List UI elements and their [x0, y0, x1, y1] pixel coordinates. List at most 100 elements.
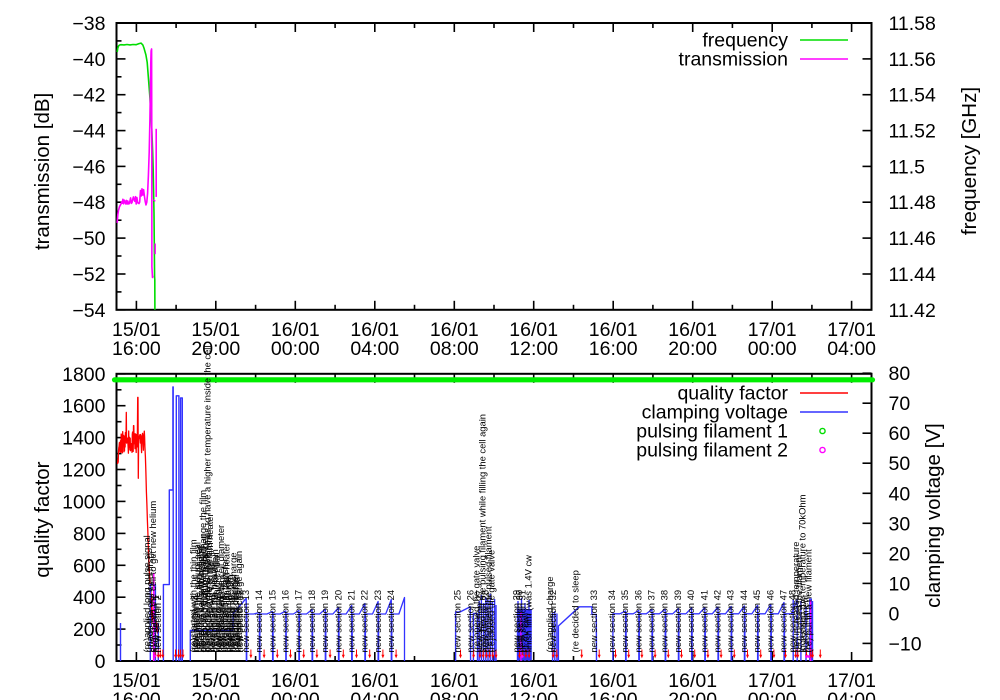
svg-text:16/01: 16/01 — [271, 319, 320, 341]
svg-text:16/01: 16/01 — [668, 319, 717, 341]
svg-text:800: 800 — [73, 523, 106, 545]
svg-text:15/01: 15/01 — [191, 670, 240, 692]
svg-text:new section 11: new section 11 — [232, 591, 243, 653]
svg-text:new section 7: new section 7 — [218, 595, 229, 652]
svg-text:10: 10 — [889, 573, 911, 595]
svg-text:new section 9: new section 9 — [226, 595, 237, 652]
svg-text:11.56: 11.56 — [889, 49, 936, 71]
svg-text:20:00: 20:00 — [191, 338, 240, 360]
svg-text:(1.4V cw): (1.4V cw) — [520, 613, 531, 653]
svg-text:closed valve so we can change: closed valve so we can change the film — [197, 490, 208, 653]
svg-text:(re) increased temperature: (re) increased temperature — [790, 542, 801, 653]
svg-text:new section 25: new section 25 — [451, 590, 462, 653]
svg-text:−40: −40 — [72, 49, 105, 71]
svg-text:frequency [GHz]: frequency [GHz] — [958, 87, 981, 235]
svg-text:closed the bypass valve so as: closed the bypass valve so as to have a … — [202, 346, 213, 653]
svg-text:(re)started with the thin film: (re)started with the thin film — [187, 539, 198, 652]
svg-text:00:00: 00:00 — [271, 338, 320, 360]
svg-text:new section 36: new section 36 — [632, 590, 643, 653]
svg-text:new section 43: new section 43 — [725, 590, 736, 653]
svg-text:16/01: 16/01 — [430, 319, 479, 341]
svg-text:(re)applied the pulsed filamen: (re)applied the pulsed filament — [483, 526, 494, 653]
svg-text:−48: −48 — [72, 192, 105, 214]
svg-text:(re)applied the film: (re)applied the film — [216, 575, 227, 653]
svg-text:04:00: 04:00 — [350, 689, 399, 700]
svg-text:−38: −38 — [72, 13, 105, 35]
svg-text:(re)did the film transfer: (re)did the film transfer — [219, 558, 230, 652]
svg-text:11.5: 11.5 — [889, 156, 926, 178]
svg-text:new section 12: new section 12 — [234, 590, 245, 653]
svg-text:11.48: 11.48 — [889, 192, 936, 214]
svg-text:15/01: 15/01 — [112, 670, 161, 692]
svg-text:new section 17: new section 17 — [293, 590, 304, 653]
svg-text:clamping voltage: clamping voltage — [642, 402, 788, 424]
svg-text:0: 0 — [95, 651, 106, 673]
svg-text:16:00: 16:00 — [589, 338, 638, 360]
svg-text:16/01: 16/01 — [350, 319, 399, 341]
svg-text:1400: 1400 — [62, 428, 106, 450]
svg-text:clamping voltage [V]: clamping voltage [V] — [922, 423, 945, 608]
svg-text:1200: 1200 — [62, 460, 106, 482]
svg-text:new section 42: new section 42 — [712, 590, 723, 653]
svg-text:1800: 1800 — [62, 364, 106, 386]
svg-text:new section 32: new section 32 — [547, 590, 558, 653]
svg-text:new section 1: new section 1 — [150, 595, 161, 652]
svg-text:(re)applied long pulse signal: (re)applied long pulse signal — [141, 535, 152, 652]
svg-text:new section 3: new section 3 — [189, 595, 200, 652]
svg-text:new section 8: new section 8 — [223, 595, 234, 652]
svg-text:increased the temperature to 7: increased the temperature to 70kOhm — [796, 494, 807, 652]
svg-text:40: 40 — [889, 483, 911, 505]
svg-text:new section 39: new section 39 — [672, 590, 683, 653]
svg-text:16/01: 16/01 — [668, 670, 717, 692]
svg-text:20:00: 20:00 — [191, 689, 240, 700]
svg-text:17/01: 17/01 — [748, 319, 797, 341]
svg-text:new section 21: new section 21 — [346, 590, 357, 653]
svg-text:new section 46: new section 46 — [764, 590, 775, 653]
svg-text:(made the cell cold first): (made the cell cold first) — [144, 553, 155, 653]
svg-text:200: 200 — [73, 619, 106, 641]
svg-text:new section 14: new section 14 — [253, 590, 264, 653]
svg-text:new section 24: new section 24 — [385, 590, 396, 653]
svg-text:20:00: 20:00 — [668, 338, 717, 360]
svg-text:new section 18: new section 18 — [306, 590, 317, 653]
svg-text:−10: −10 — [889, 633, 922, 655]
svg-text:new section 35: new section 35 — [619, 590, 630, 653]
svg-text:11.46: 11.46 — [889, 228, 936, 250]
svg-text:00:00: 00:00 — [748, 689, 797, 700]
svg-text:new section 5: new section 5 — [207, 595, 218, 652]
svg-text:new section 10: new section 10 — [213, 590, 224, 653]
svg-text:(re)applied film and heater: (re)applied film and heater — [220, 543, 231, 652]
svg-text:pulse filament: pulse filament — [800, 594, 811, 652]
svg-text:transmission [dB]: transmission [dB] — [31, 93, 54, 250]
svg-text:08:00: 08:00 — [430, 338, 479, 360]
svg-text:(re decided to sleep: (re decided to sleep — [570, 570, 581, 652]
svg-text:(re)checked the temperature: (re)checked the temperature — [203, 534, 214, 652]
svg-text:20:00: 20:00 — [668, 689, 717, 700]
svg-text:11.52: 11.52 — [889, 121, 936, 143]
svg-text:20: 20 — [889, 543, 911, 565]
svg-text:11.44: 11.44 — [889, 264, 937, 286]
svg-text:60: 60 — [889, 423, 911, 445]
svg-text:11.58: 11.58 — [889, 13, 936, 35]
svg-text:15/01: 15/01 — [112, 319, 161, 341]
svg-text:08:00: 08:00 — [430, 689, 479, 700]
svg-text:switched off the pulsing filam: switched off the pulsing filament while … — [477, 414, 488, 653]
svg-text:(re)applied charge: (re)applied charge — [222, 576, 233, 652]
svg-text:16/01: 16/01 — [271, 670, 320, 692]
svg-text:−42: −42 — [72, 85, 105, 107]
svg-text:pulsing filament 1: pulsing filament 1 — [636, 421, 788, 443]
svg-text:(re)applied the film: (re)applied the film — [230, 575, 241, 653]
svg-text:16:00: 16:00 — [112, 338, 161, 360]
svg-text:16/01: 16/01 — [589, 319, 638, 341]
svg-text:new section 38: new section 38 — [659, 590, 670, 653]
svg-text:new section 23: new section 23 — [372, 590, 383, 653]
svg-text:new section 19: new section 19 — [319, 590, 330, 653]
svg-text:−50: −50 — [72, 228, 105, 250]
svg-text:new section 37: new section 37 — [646, 590, 657, 653]
svg-text:−54: −54 — [72, 300, 105, 322]
svg-text:pulsing filament 2: pulsing filament 2 — [636, 440, 788, 462]
svg-text:new section 34: new section 34 — [606, 590, 617, 653]
svg-text:new section 16: new section 16 — [280, 590, 291, 653]
svg-text:new section 28: new section 28 — [480, 590, 491, 653]
svg-text:(re) put in a new filament: (re) put in a new filament — [803, 549, 814, 653]
